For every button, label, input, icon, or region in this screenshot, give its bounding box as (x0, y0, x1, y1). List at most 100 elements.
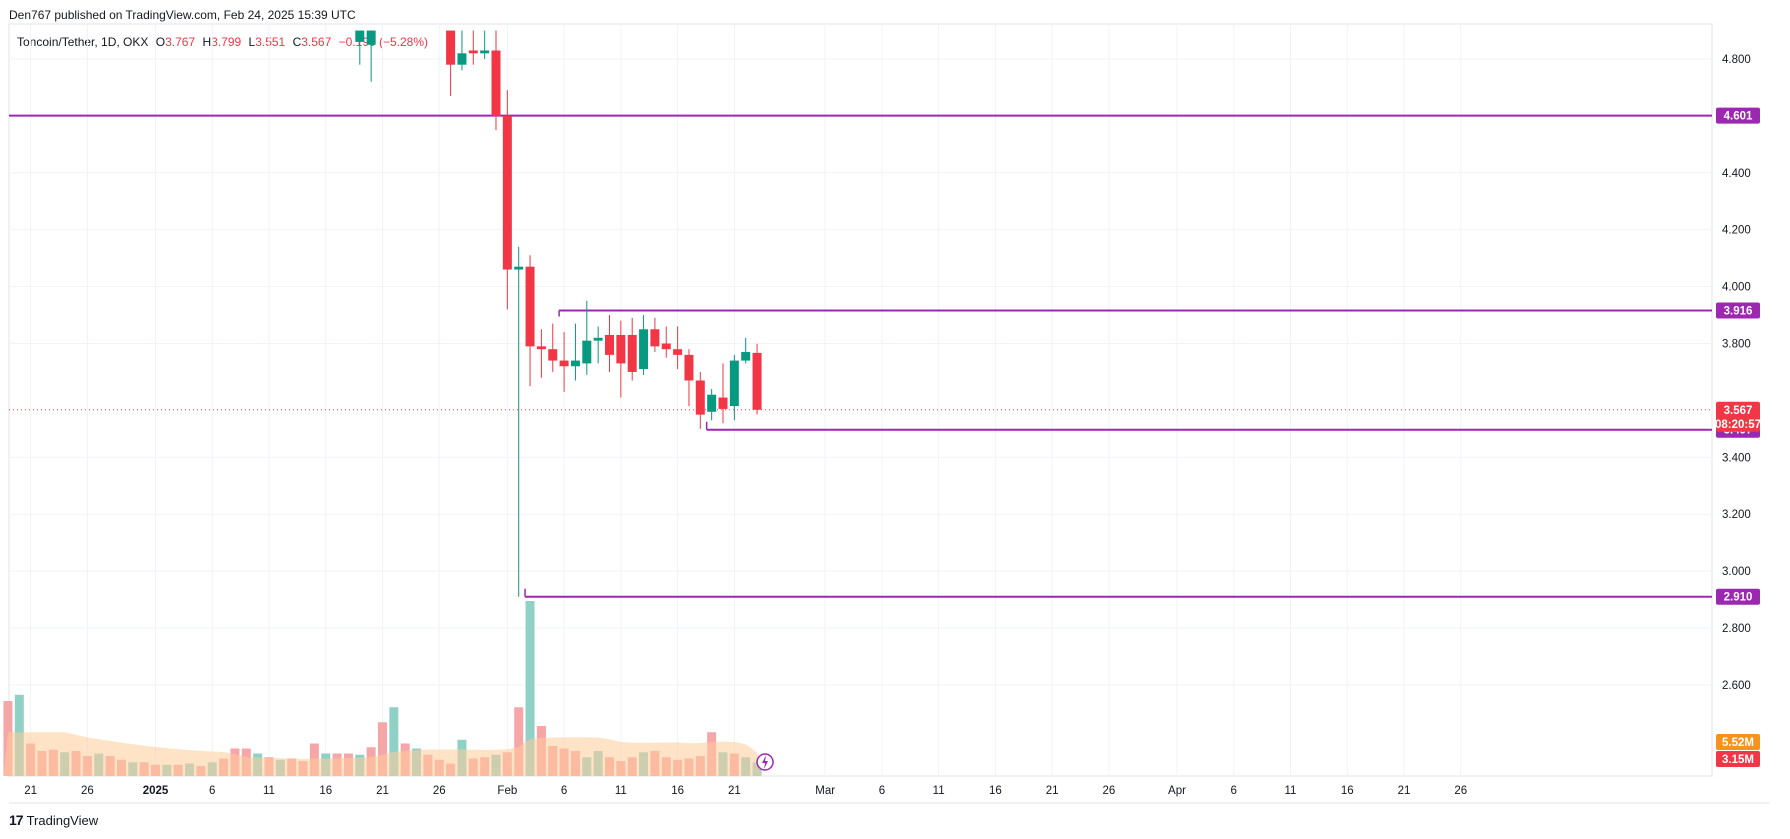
candle-body (525, 266, 535, 347)
x-tick-label: Feb (497, 785, 517, 797)
x-tick-label: 26 (1454, 785, 1467, 797)
x-tick-label: Apr (1168, 785, 1186, 797)
x-tick-label: 21 (1046, 785, 1059, 797)
y-tick-label: 4.200 (1722, 225, 1751, 237)
x-tick-label: 6 (879, 785, 885, 797)
volume-tag-bg (1716, 734, 1760, 750)
x-tick-label: 11 (263, 785, 275, 797)
candle-body (514, 266, 524, 270)
candle-body (480, 50, 490, 54)
candle-body (582, 340, 592, 364)
candle-body (650, 329, 660, 347)
candle-body (707, 394, 717, 412)
x-tick-label: 6 (1231, 785, 1237, 797)
y-tick-label: 2.600 (1722, 680, 1751, 692)
lightning-bolt (762, 755, 769, 769)
level-price-tag-text: 3.916 (1724, 305, 1753, 317)
y-tick-label: 4.000 (1722, 282, 1751, 294)
symbol-legend: Toncoin/Tether, 1D, OKX O3.767 H3.799 L3… (17, 35, 428, 49)
candle-body (491, 50, 501, 116)
y-tick-label: 3.200 (1722, 509, 1751, 521)
level-price-tag-bg (1716, 588, 1760, 605)
level-price-tag-text: 2.910 (1724, 592, 1753, 604)
x-tick-label: 6 (209, 785, 215, 797)
candle-body (695, 380, 705, 415)
candle-body (593, 337, 603, 341)
published-info: Den767 published on TradingView.com, Feb… (9, 8, 356, 22)
volume-bar (525, 601, 535, 776)
low-label: L (248, 35, 256, 49)
candle-body (559, 360, 569, 367)
low-value: 3.551 (255, 35, 286, 49)
x-tick-label: 16 (989, 785, 1002, 797)
candle-body (627, 334, 637, 372)
candle-body (536, 346, 546, 350)
candle-body (639, 329, 649, 370)
candle-body (548, 349, 558, 361)
tradingview-logo-icon: 17 (9, 812, 24, 828)
x-tick-label: 2025 (143, 785, 169, 797)
close-label: C (292, 35, 302, 49)
tradingview-brand: TradingView (26, 812, 99, 828)
y-tick-label: 3.000 (1722, 566, 1751, 578)
candle-body (502, 115, 512, 270)
y-tick-label: 4.800 (1722, 54, 1751, 66)
x-tick-label: 6 (561, 785, 567, 797)
candle-body (741, 352, 751, 361)
tradingview-logo[interactable]: 17 TradingView (9, 812, 98, 828)
open-label: O (155, 35, 166, 49)
x-tick-label: 11 (1285, 785, 1297, 797)
x-tick-label: 11 (615, 785, 627, 797)
last-price-tag-text: 3.567 (1724, 405, 1753, 417)
x-tick-label: 26 (433, 785, 446, 797)
x-tick-label: 16 (319, 785, 332, 797)
candle-body (729, 360, 739, 407)
volume-bar (389, 707, 399, 776)
last-price-tag-text: 08:20:57 (1715, 419, 1761, 431)
close-value: 3.567 (301, 35, 332, 49)
volume-ma-area (3, 732, 762, 776)
x-tick-label: 16 (671, 785, 684, 797)
candle-body (605, 334, 614, 355)
candle-body (684, 354, 694, 381)
candle-body (616, 334, 626, 364)
candle-body (718, 397, 728, 409)
volume-bar (378, 722, 387, 776)
candle-body (355, 30, 365, 42)
high-value: 3.799 (211, 35, 242, 49)
x-tick-label: 11 (933, 785, 945, 797)
volume-tag-text: 3.15M (1722, 754, 1754, 766)
candle-body (457, 53, 467, 65)
x-tick-label: 26 (1103, 785, 1116, 797)
open-value: 3.767 (165, 35, 196, 49)
y-tick-label: 3.400 (1722, 452, 1751, 464)
volume-tag-text: 5.52M (1722, 737, 1754, 749)
candle-body (673, 349, 683, 355)
x-tick-label: 21 (24, 785, 37, 797)
y-tick-label: 4.400 (1722, 168, 1751, 180)
candle-body (366, 30, 376, 45)
volume-bar (514, 707, 524, 776)
last-price-tag-bg (1716, 401, 1760, 432)
candle-body (446, 30, 456, 65)
high-label: H (202, 35, 212, 49)
x-tick-label: 21 (1398, 785, 1411, 797)
x-tick-label: 21 (376, 785, 389, 797)
y-tick-label: 3.800 (1722, 339, 1751, 351)
plot-frame (8, 23, 1713, 777)
x-tick-label: 26 (81, 785, 94, 797)
x-tick-label: 21 (728, 785, 741, 797)
x-tick-label: Mar (815, 785, 835, 797)
candle-body (468, 50, 478, 54)
volume-tag-bg (1716, 751, 1760, 767)
level-price-tag-text: 4.601 (1724, 111, 1753, 123)
level-price-tag-bg (1716, 107, 1760, 124)
candle-body (570, 360, 580, 367)
level-price-tag-bg (1716, 302, 1760, 319)
candle-body (752, 352, 762, 410)
symbol-name[interactable]: Toncoin/Tether, 1D, OKX (17, 35, 149, 49)
x-tick-label: 16 (1341, 785, 1354, 797)
candle-body (661, 343, 671, 350)
y-tick-label: 2.800 (1722, 623, 1751, 635)
